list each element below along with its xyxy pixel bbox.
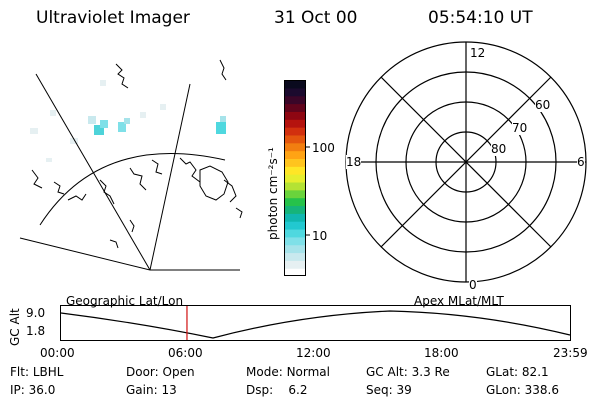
date-label: 31 Oct 00: [274, 8, 358, 28]
colorbar-cell: [284, 87, 306, 97]
seq-field: Seq: 39: [366, 383, 412, 397]
time-tick-0600: 06:00: [168, 346, 203, 360]
colorbar-cell: [284, 142, 306, 152]
colorbar-cell: [284, 134, 306, 144]
color-scale-bar: [284, 80, 310, 276]
mlt-label-18: 18: [346, 155, 362, 169]
colorbar-cell: [284, 119, 306, 128]
colorbar-cell: [284, 236, 306, 246]
colorbar-cell: [284, 103, 306, 112]
polar-mlat-mlt-plot: [345, 41, 587, 283]
gc-alt-axis-label: GC Alt: [8, 308, 22, 346]
colorbar-tick-100: 100: [312, 141, 335, 155]
mlt-label-12: 12: [470, 46, 486, 60]
mlt-label-6: 6: [577, 155, 585, 169]
colorbar-cell: [284, 189, 306, 199]
gc-alt-tick-high: 9.0: [26, 306, 46, 320]
colorbar-cell: [284, 213, 306, 222]
colorbar-cell: [284, 244, 306, 254]
dsp-field: Dsp: 6.2: [246, 383, 308, 397]
coastlines: [31, 59, 243, 249]
colorbar-cell: [284, 158, 306, 167]
lat-lon-grid: [19, 73, 240, 271]
time-tick-1800: 18:00: [424, 346, 459, 360]
colorbar-cell: [284, 150, 306, 159]
gc-alt-tick-low: 1.8: [26, 324, 46, 338]
ip-field: IP: 36.0: [10, 383, 56, 397]
colorbar-cell: [284, 268, 306, 276]
gain-field: Gain: 13: [126, 383, 177, 397]
mlt-label-0: 0: [469, 278, 477, 292]
time-tick-0000: 00:00: [40, 346, 75, 360]
time-tick-1200: 12:00: [296, 346, 331, 360]
colorbar-cell: [284, 228, 306, 238]
instrument-title: Ultraviolet Imager: [36, 8, 190, 28]
apex-mlat-mlt-title: Apex MLat/MLT: [414, 294, 504, 308]
colorbar-cell: [284, 205, 306, 214]
colorbar-cell: [284, 252, 306, 261]
altitude-curve: [60, 310, 571, 339]
door-field: Door: Open: [126, 365, 195, 379]
colorbar-cell: [284, 127, 306, 136]
gc-alt-field: GC Alt: 3.3 Re: [366, 365, 450, 379]
colorbar-cell: [284, 260, 306, 269]
colorbar-units-label: photon cm⁻²s⁻¹: [266, 147, 280, 240]
lat-label-80: 80: [491, 142, 507, 156]
glat-field: GLat: 82.1: [486, 365, 549, 379]
flt-field: Flt: LBHL: [10, 365, 64, 379]
time-tick-2359: 23:59: [553, 346, 588, 360]
colorbar-cell: [284, 80, 306, 89]
geographic-image-panel: [19, 59, 243, 271]
colorbar-cell: [284, 95, 306, 105]
colorbar-cell: [284, 111, 306, 120]
colorbar-cell: [284, 166, 306, 175]
orbit-altitude-timeline: [60, 305, 571, 341]
aurora-emission: [30, 80, 226, 162]
geographic-latlon-title: Geographic Lat/Lon: [66, 294, 184, 308]
time-label: 05:54:10 UT: [428, 8, 533, 28]
colorbar-cell: [284, 174, 306, 183]
glon-field: GLon: 338.6: [486, 383, 559, 397]
mode-field: Mode: Normal: [246, 365, 330, 379]
lat-label-70: 70: [512, 121, 528, 135]
colorbar-tick-10: 10: [312, 229, 328, 243]
colorbar-cell: [284, 197, 306, 207]
colorbar-cell: [284, 221, 306, 230]
colorbar-cell: [284, 181, 306, 191]
lat-label-60: 60: [535, 98, 551, 112]
